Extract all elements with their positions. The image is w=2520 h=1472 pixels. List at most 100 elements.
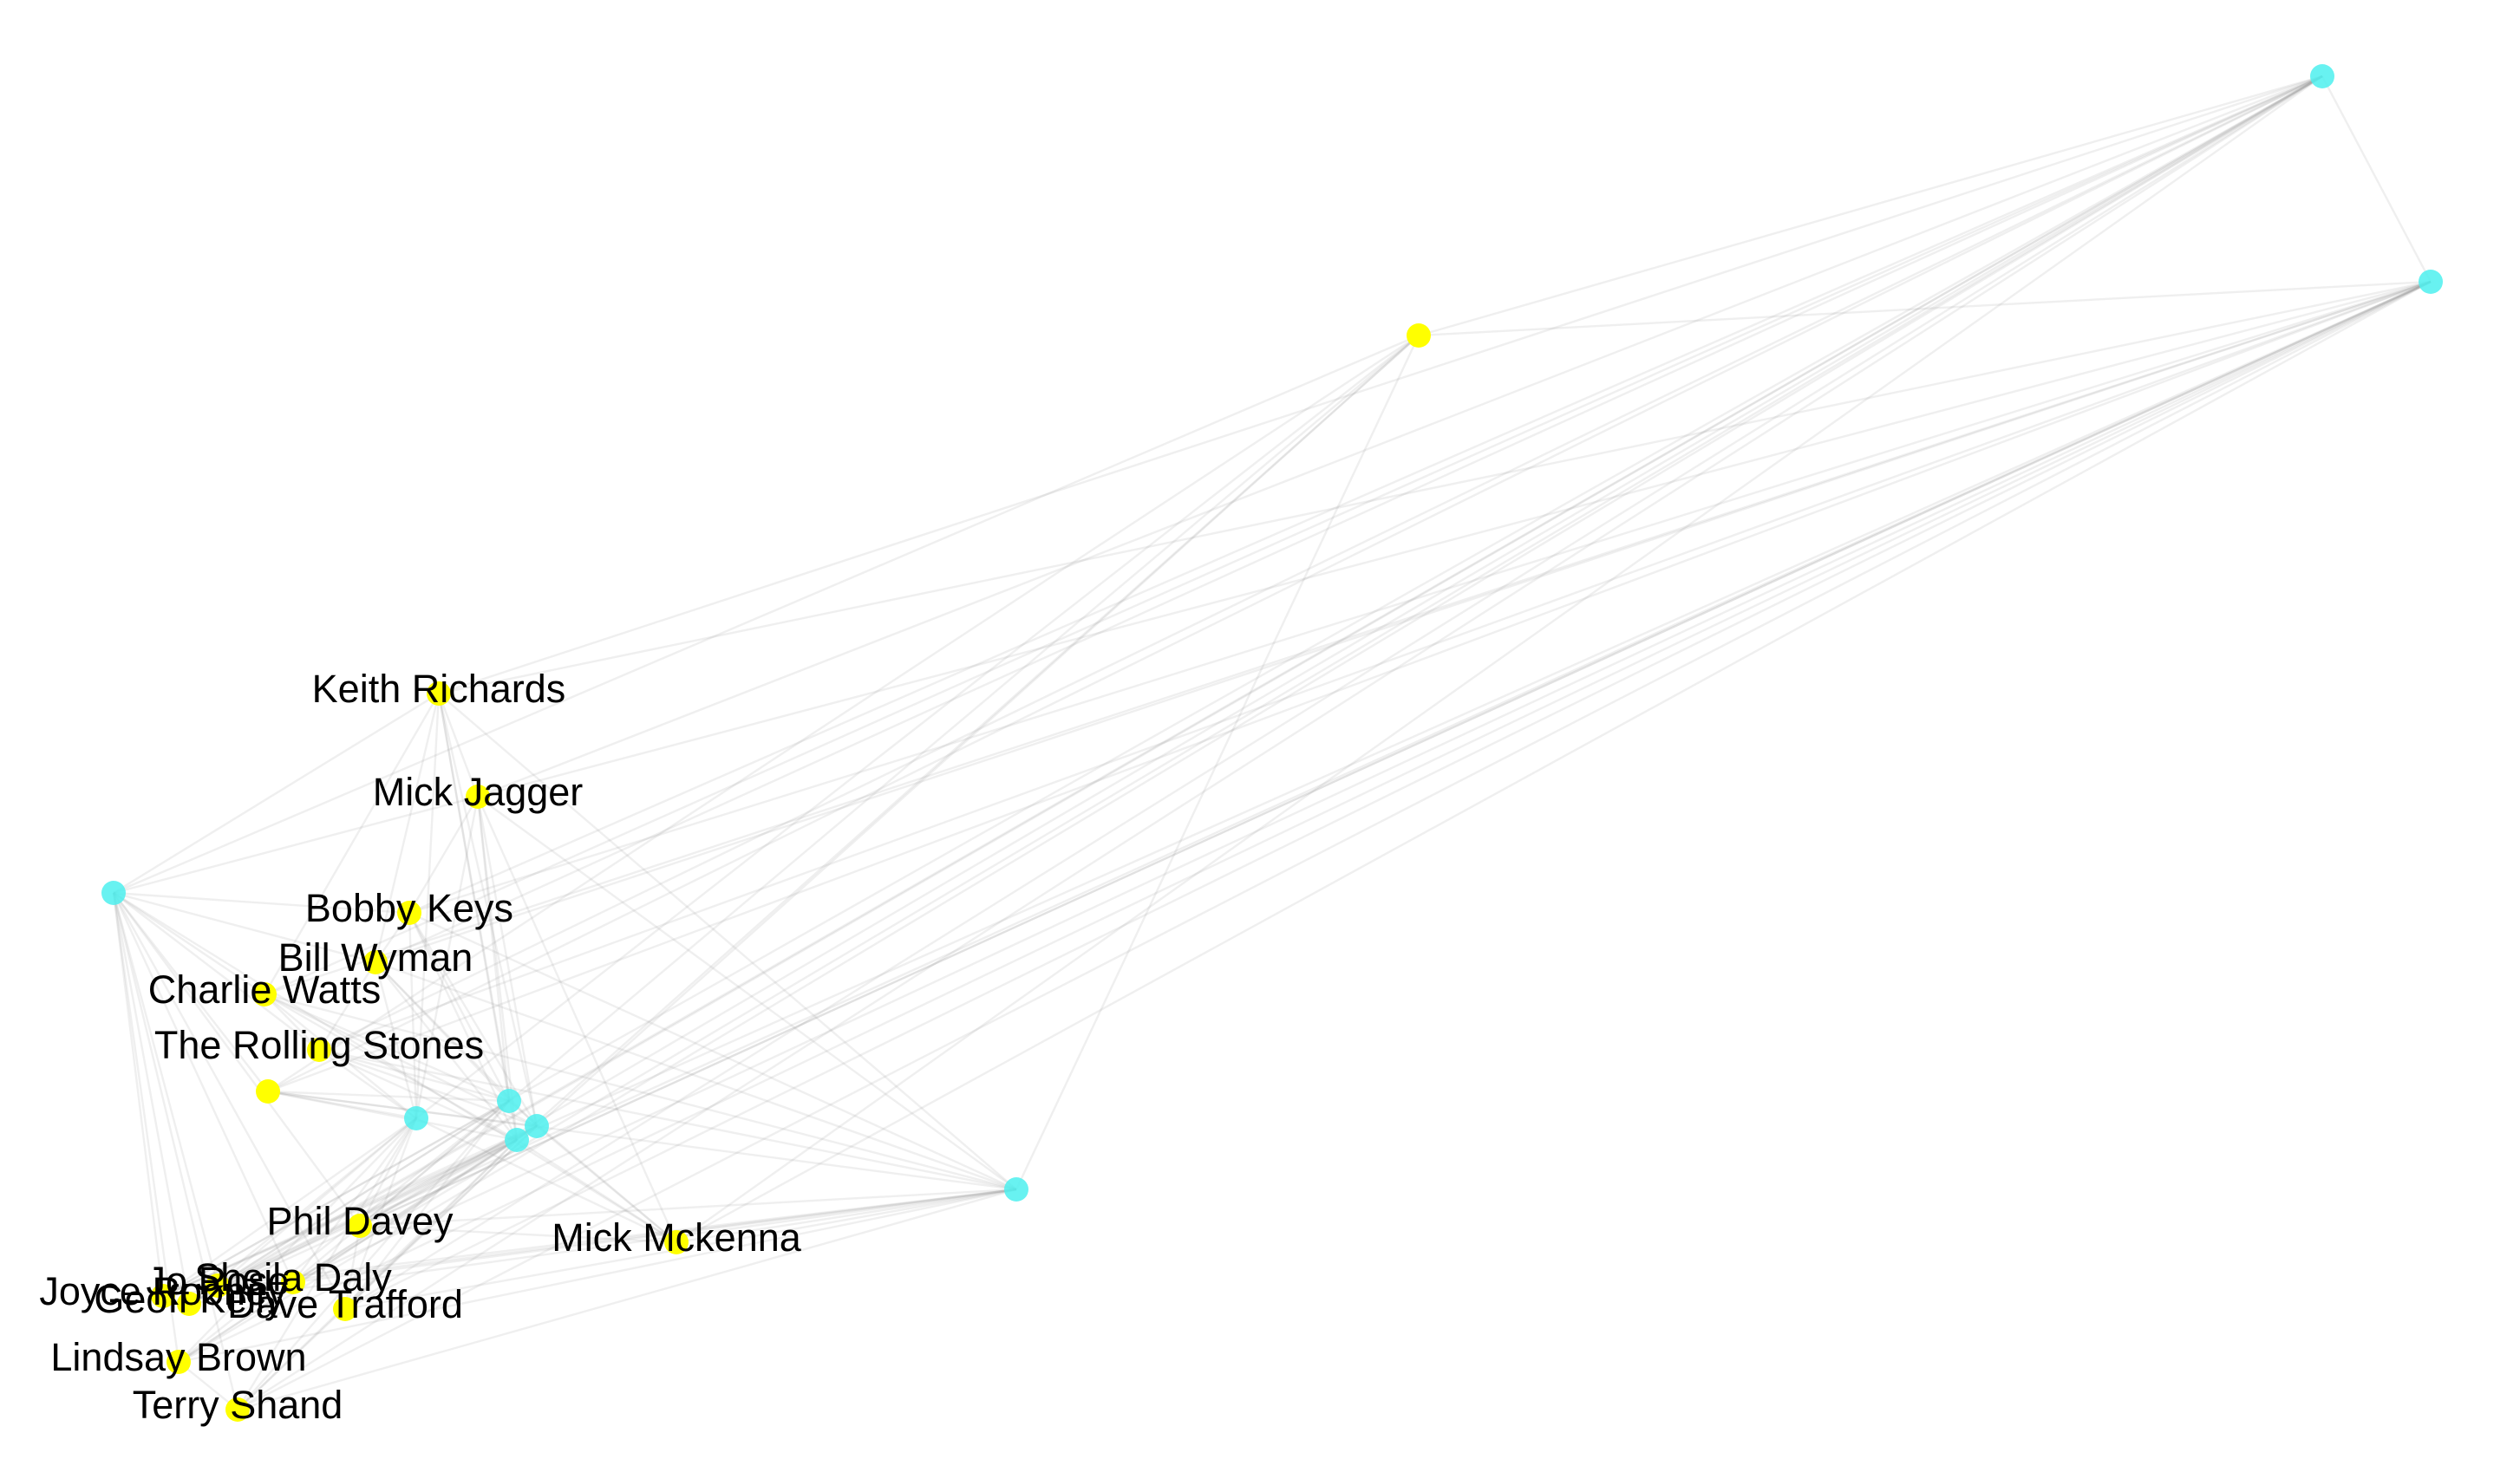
edge-sheila-h_lr — [292, 1188, 1017, 1284]
edge-keith-h_c4 — [437, 693, 519, 1141]
person-node-p-unl — [1407, 323, 1431, 348]
edge-terry-h_c2 — [237, 1100, 510, 1410]
edge-p_unl-h_lr — [1015, 335, 1420, 1190]
edge-mick_j-h_tr — [477, 75, 2323, 798]
edge-sheila-h_c4 — [292, 1138, 518, 1284]
edge-mick_m-phil — [359, 1224, 677, 1244]
edge-bobby-h_tr — [408, 75, 2323, 915]
edge-lindsay-h_l — [112, 892, 180, 1363]
node-label-mick-mckenna: Mick Mckenna — [552, 1215, 802, 1260]
hub-node-h-tr — [2310, 64, 2334, 88]
node-label-sheila-daly: Sheila Daly — [194, 1255, 392, 1299]
edge-stones-h_lr — [318, 1048, 1017, 1191]
edge-terry-h_c4 — [237, 1139, 518, 1410]
edge-mick_m-h_l — [113, 891, 677, 1244]
edge-phil-dave — [343, 1225, 362, 1310]
edge-phil-h_c4 — [359, 1138, 518, 1228]
node-label-charlie-watts: Charlie Watts — [148, 967, 381, 1012]
edge-p_low-h_c3 — [267, 1090, 538, 1128]
edge-geoff-h_tr — [188, 75, 2323, 1306]
edge-dave-h_r — [344, 280, 2432, 1311]
edge-jo-h_r — [217, 280, 2432, 1287]
edge-bill-h_c2 — [375, 961, 510, 1102]
person-node-stones — [307, 1038, 331, 1062]
edge-charlie-h_c1 — [264, 993, 417, 1119]
edge-sheila-h_c2 — [292, 1100, 510, 1283]
edge-jo-sheila — [217, 1280, 294, 1287]
person-node-geoff — [177, 1292, 201, 1316]
edge-bobby-h_c3 — [408, 912, 539, 1127]
edge-mick_j-bobby — [408, 796, 480, 914]
edge-mick_m-h_lr — [676, 1188, 1017, 1244]
edge-phil-h_lr — [359, 1188, 1017, 1228]
edge-joyce-h_l — [112, 892, 165, 1297]
edge-mick_j-mick_m — [476, 796, 678, 1243]
edge-charlie-stones — [264, 993, 320, 1051]
edge-bill-stones — [317, 961, 377, 1051]
node-label-mick-jagger: Mick Jagger — [373, 770, 584, 814]
edge-mick_j-h_c2 — [476, 796, 511, 1102]
edge-lindsay-h_c1 — [178, 1117, 417, 1363]
node-label-jo-rose: Jo Rose — [146, 1259, 289, 1303]
edge-bill-h_l — [113, 891, 376, 964]
edge-geoff-h_c1 — [188, 1117, 417, 1305]
node-label-joyce-rooney: Joyce Rooney — [39, 1269, 287, 1313]
edge-charlie-h_r — [264, 280, 2432, 996]
edge-dave-h_c3 — [344, 1125, 538, 1310]
edge-keith-bill — [374, 693, 441, 963]
label-layer: Keith Richards Mick Jagger Bobby Keys Bi… — [39, 667, 801, 1427]
edge-sheila-h_l — [112, 892, 295, 1283]
edge-joyce-h_c2 — [162, 1099, 510, 1298]
hub-node-h-c3 — [525, 1114, 549, 1138]
edge-charlie-h_tr — [264, 75, 2323, 996]
edge-phil-h_tr — [359, 75, 2323, 1228]
edge-bill-h_tr — [375, 75, 2323, 964]
edge-bobby-h_l — [113, 891, 410, 915]
edge-sheila-h_c3 — [292, 1124, 538, 1284]
edge-lindsay-h_lr — [178, 1188, 1017, 1364]
edge-jo-h_c4 — [217, 1138, 518, 1287]
edge-jo-h_tr — [217, 75, 2323, 1287]
edge-terry-h_c1 — [236, 1117, 418, 1410]
edge-terry-h_lr — [237, 1188, 1017, 1411]
edge-bobby-h_c1 — [408, 912, 418, 1119]
edge-p_unl-h_tr — [1418, 75, 2323, 337]
hub-node-h-lr — [1004, 1177, 1028, 1202]
edge-phil-h_c1 — [358, 1117, 418, 1227]
edge-bill-h_c4 — [375, 961, 518, 1141]
edge-keith-h_c2 — [437, 693, 511, 1102]
edge-bobby-h_r — [408, 280, 2432, 915]
edge-dave-h_l — [112, 892, 347, 1310]
edge-joyce-h_c3 — [162, 1124, 538, 1298]
node-label-dave-trafford: Dave Trafford — [227, 1282, 463, 1326]
edge-lindsay-h_c4 — [178, 1138, 518, 1364]
edge-dave-h_c1 — [343, 1117, 418, 1310]
edge-keith-h_c1 — [415, 693, 441, 1119]
edge-lindsay-h_c3 — [178, 1124, 538, 1364]
edge-p_unl-h_l — [113, 334, 1420, 895]
edge-mick_j-h_c1 — [415, 796, 480, 1119]
edge-phil-h_c2 — [359, 1100, 510, 1227]
person-node-bill — [363, 950, 388, 974]
edge-p_unl-h_c2 — [508, 335, 1420, 1102]
edge-p_unl-h_c4 — [516, 335, 1420, 1141]
edge-dave-h_c2 — [344, 1100, 510, 1310]
person-node-mick-j — [466, 785, 490, 809]
person-node-jo — [206, 1273, 230, 1298]
edge-geoff-h_c2 — [188, 1099, 510, 1306]
edge-p_unl-h_c3 — [536, 335, 1420, 1127]
node-label-bill-wyman: Bill Wyman — [278, 935, 473, 980]
person-node-bobby — [397, 901, 421, 925]
person-node-mick-m — [664, 1230, 689, 1254]
edge-sheila-h_r — [292, 280, 2432, 1284]
edge-lindsay-h_r — [178, 280, 2432, 1364]
edge-stones-h_r — [318, 280, 2432, 1052]
edge-mick_m-h_tr — [676, 75, 2323, 1243]
edge-p_unl-p_low — [267, 334, 1420, 1093]
edge-stones-h_l — [113, 892, 320, 1051]
edge-mick_j-h_lr — [477, 796, 1017, 1190]
edge-p_low-h_tr — [267, 75, 2323, 1093]
edge-mick_m-h_c3 — [536, 1125, 677, 1243]
hub-node-h-l — [101, 881, 126, 905]
